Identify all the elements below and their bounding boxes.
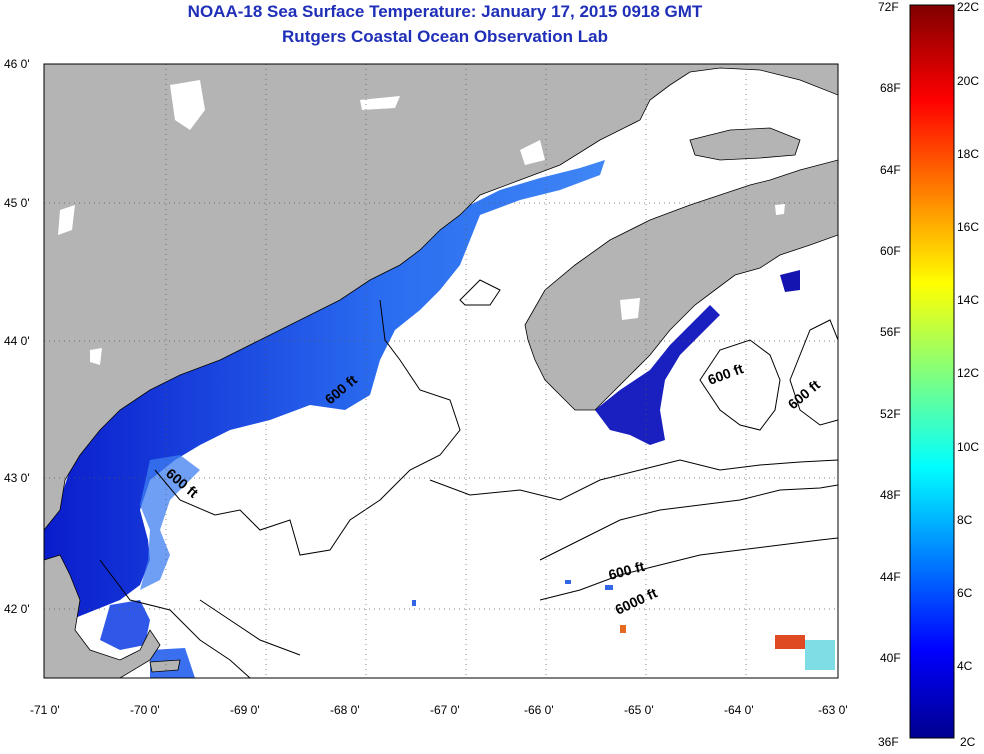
colorbar-c-label: 4C (957, 659, 973, 673)
lon-label: -64 0' (724, 703, 754, 717)
colorbar-f-label: 60F (880, 244, 901, 258)
colorbar-c-label: 10C (957, 440, 979, 454)
lon-label: -65 0' (624, 703, 654, 717)
colorbar-c-label: 2C (960, 735, 976, 749)
lake (170, 80, 205, 130)
map-title: NOAA-18 Sea Surface Temperature: January… (187, 2, 703, 21)
sst-ns-east-patch (780, 270, 800, 292)
sst-pixel (565, 580, 571, 584)
sst-nova-scotia-patch (595, 305, 720, 445)
lon-label: -68 0' (330, 703, 360, 717)
map-subtitle: Rutgers Coastal Ocean Observation Lab (282, 27, 608, 46)
colorbar-f-label: 40F (880, 651, 901, 665)
colorbar-f-label: 68F (880, 81, 901, 95)
lon-label: -70 0' (130, 703, 160, 717)
land-nova-scotia (524, 159, 838, 411)
land-cape-cod (44, 554, 161, 678)
sst-cape-patch (100, 600, 150, 650)
lake (90, 348, 102, 365)
sst-fringe (140, 455, 200, 590)
land-mainland (44, 64, 838, 531)
lat-axis: 46 0' 45 0' 44 0' 43 0' 42 0' (4, 57, 30, 616)
land-pei (689, 127, 801, 161)
sst-pixel (412, 600, 416, 606)
colorbar: 72F 68F 64F 60F 56F 52F 48F 44F 40F 36F … (878, 0, 979, 749)
sst-pixel (605, 585, 613, 590)
colorbar-f-label: 72F (878, 0, 899, 14)
colorbar-c-label: 16C (957, 220, 979, 234)
colorbar-c-label: 20C (957, 74, 979, 88)
lat-label: 43 0' (4, 471, 30, 485)
sst-pixel (620, 625, 626, 633)
isobath-contours (99, 279, 838, 678)
lake (775, 204, 785, 215)
lat-label: 46 0' (4, 57, 30, 71)
colorbar-c-label: 12C (957, 366, 979, 380)
colorbar-f-label: 48F (880, 488, 901, 502)
lon-label: -69 0' (230, 703, 260, 717)
lake (520, 140, 545, 165)
colorbar-c-label: 6C (957, 586, 973, 600)
colorbar-f-label: 36F (878, 735, 899, 749)
colorbar-c-label: 14C (957, 293, 979, 307)
lon-label: -67 0' (430, 703, 460, 717)
lon-label: -71 0' (30, 703, 60, 717)
land-islands (149, 659, 181, 673)
lon-axis: -71 0' -70 0' -69 0' -68 0' -67 0' -66 0… (30, 703, 848, 717)
colorbar-f-label: 64F (880, 163, 901, 177)
colorbar-f-label: 52F (880, 407, 901, 421)
lon-label: -63 0' (818, 703, 848, 717)
lake (620, 298, 640, 320)
lake (360, 96, 400, 110)
colorbar-c-label: 22C (957, 0, 979, 14)
sst-pixel (805, 640, 835, 670)
sst-coastal-band (44, 160, 605, 640)
colorbar-f-label: 44F (880, 570, 901, 584)
map-frame (43, 63, 839, 679)
lat-label: 45 0' (4, 196, 30, 210)
lake (58, 205, 75, 235)
lat-label: 42 0' (4, 602, 30, 616)
lat-label: 44 0' (4, 334, 30, 348)
sst-pixel (775, 635, 805, 649)
colorbar-f-label: 56F (880, 325, 901, 339)
lon-label: -66 0' (524, 703, 554, 717)
colorbar-c-label: 8C (957, 513, 973, 527)
colorbar-gradient (909, 4, 955, 739)
colorbar-c-label: 18C (957, 147, 979, 161)
